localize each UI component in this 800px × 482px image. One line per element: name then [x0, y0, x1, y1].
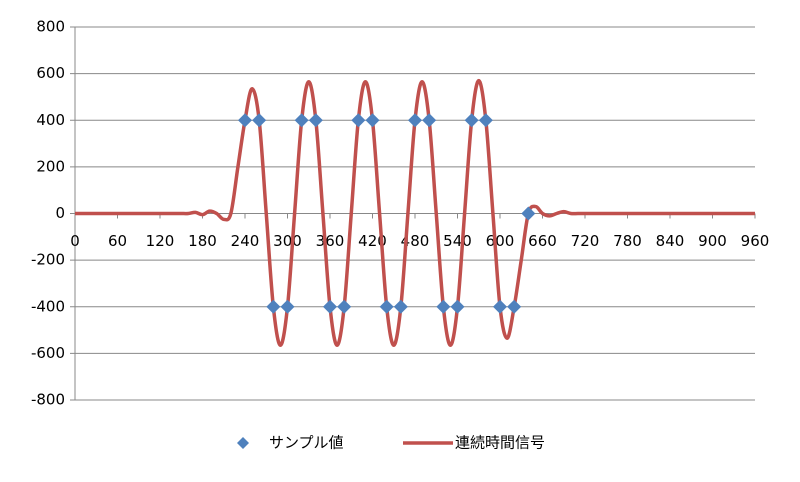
sample-point	[507, 299, 522, 314]
x-tick-label: 540	[443, 232, 472, 250]
sample-point	[351, 113, 366, 128]
x-tick-label: 0	[70, 232, 80, 250]
signal-line	[75, 78, 755, 347]
x-tick-label: 900	[698, 232, 727, 250]
sample-point	[238, 113, 252, 128]
x-tick-label: 360	[316, 232, 345, 250]
sample-point	[436, 299, 451, 314]
sample-point	[408, 113, 422, 128]
sample-point	[379, 299, 394, 314]
sample-point	[294, 113, 309, 128]
x-tick-label: 60	[108, 232, 127, 250]
x-tick-label: 180	[188, 232, 217, 250]
sample-point	[280, 299, 295, 314]
x-tick-label: 120	[146, 232, 175, 250]
y-tick-label: -400	[31, 297, 65, 315]
y-tick-label: 400	[36, 111, 65, 129]
y-tick-label: -200	[31, 251, 65, 269]
sample-point	[478, 113, 493, 128]
x-tick-label: 660	[528, 232, 557, 250]
y-tick-label: 600	[36, 64, 65, 82]
sample-point	[365, 113, 380, 128]
y-tick-label: 800	[36, 18, 65, 36]
sample-point	[323, 299, 337, 314]
sample-point	[521, 206, 536, 221]
sample-point	[252, 113, 267, 128]
legend-swatch	[237, 437, 249, 449]
sample-point	[393, 299, 408, 314]
sample-point	[450, 299, 465, 314]
legend-label: 連続時間信号	[455, 434, 545, 452]
x-tick-label: 720	[571, 232, 600, 250]
sample-point	[337, 299, 352, 314]
x-tick-label: 300	[273, 232, 302, 250]
sample-point	[493, 299, 507, 314]
x-tick-label: 780	[613, 232, 642, 250]
sample-point	[464, 113, 479, 128]
y-tick-label: 200	[36, 157, 65, 175]
y-tick-label: 0	[55, 204, 65, 222]
y-tick-label: -800	[31, 391, 65, 409]
x-tick-label: 240	[231, 232, 260, 250]
x-tick-label: 600	[486, 232, 515, 250]
sample-point	[266, 299, 281, 314]
y-tick-label: -600	[31, 344, 65, 362]
sample-point	[308, 113, 323, 128]
sample-point	[422, 113, 437, 128]
x-tick-label: 840	[656, 232, 685, 250]
x-tick-label: 960	[741, 232, 770, 250]
legend-label: サンプル値	[269, 434, 344, 452]
